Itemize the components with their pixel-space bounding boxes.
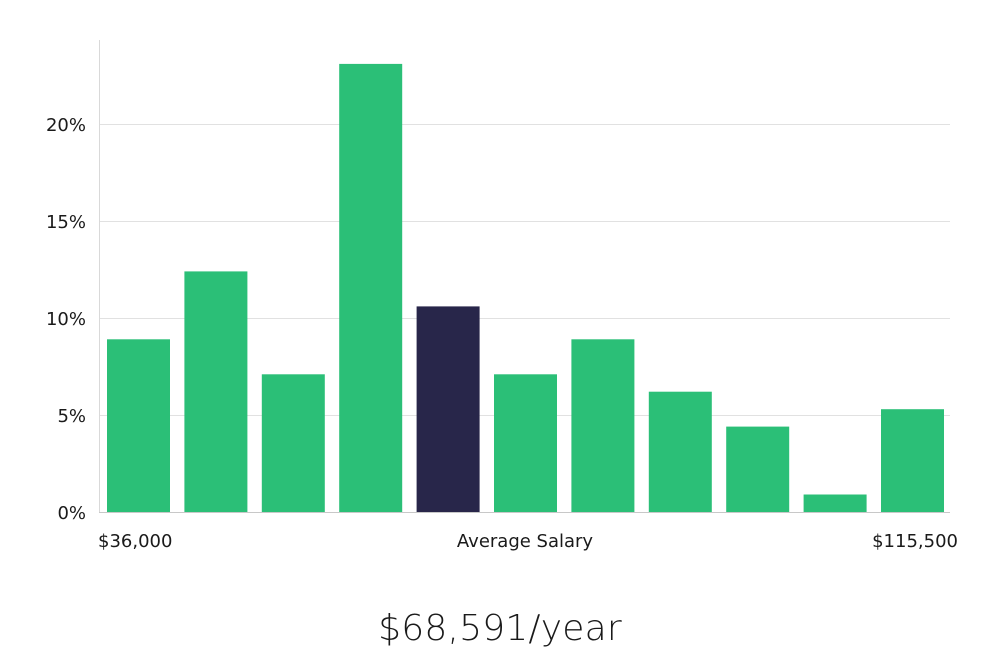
- x-max-label: $115,500: [872, 531, 958, 552]
- bar: [803, 494, 867, 512]
- bar: [184, 271, 248, 512]
- bar-highlighted: [416, 306, 480, 512]
- bar: [107, 339, 170, 512]
- y-tick-label: 20%: [46, 115, 86, 136]
- x-axis-title: Average Salary: [457, 531, 594, 552]
- bar: [571, 339, 635, 512]
- y-tick-label: 15%: [46, 212, 86, 233]
- average-salary-value: $68,591/year: [378, 608, 622, 649]
- bars-layer: [107, 63, 944, 513]
- bar: [881, 409, 944, 512]
- bar: [494, 374, 557, 512]
- bar: [726, 426, 790, 512]
- bar: [648, 391, 712, 512]
- bar: [261, 374, 325, 512]
- y-ticks-layer: 0% 5% 10% 15% 20%: [46, 115, 86, 524]
- y-tick-label: 5%: [57, 406, 86, 427]
- y-tick-label: 0%: [57, 503, 86, 524]
- y-tick-label: 10%: [46, 309, 86, 330]
- x-min-label: $36,000: [98, 531, 172, 552]
- bar: [339, 63, 403, 513]
- salary-distribution-chart: 0% 5% 10% 15% 20% $36,000 Average Salary $11…: [46, 40, 958, 552]
